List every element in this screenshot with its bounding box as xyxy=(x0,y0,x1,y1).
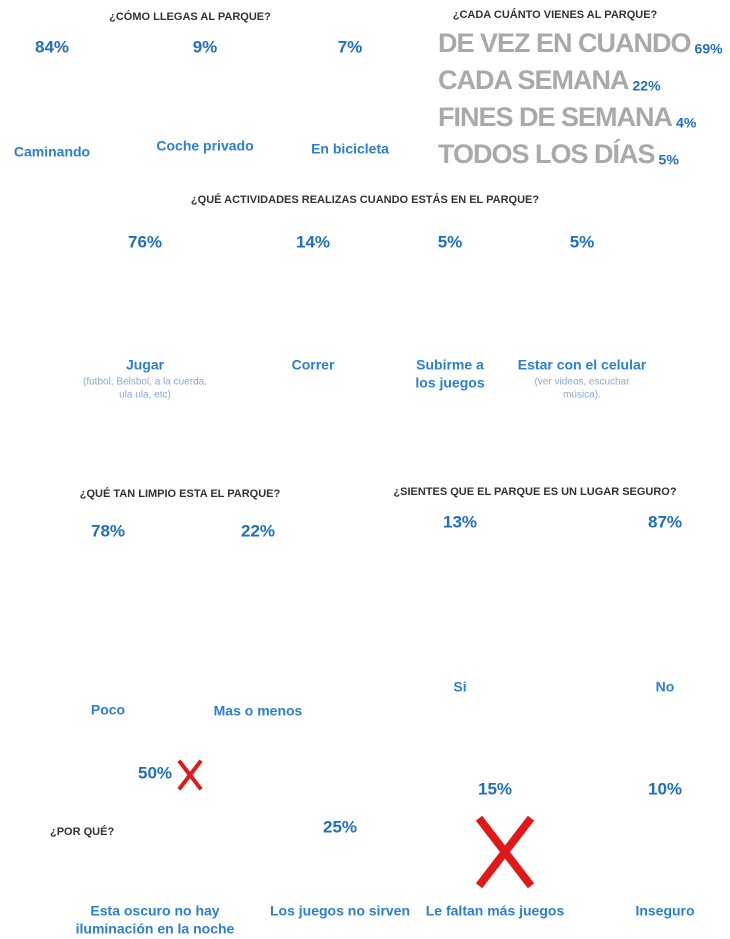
frequency-percent: 5% xyxy=(659,152,680,168)
icon-base xyxy=(30,62,76,132)
icon-base xyxy=(385,258,495,348)
item-note: música). xyxy=(563,390,601,401)
percent: 84% xyxy=(35,37,69,56)
item-label: En bicicleta xyxy=(311,141,389,157)
section-title: ¿SIENTES QUE EL PARQUE ES UN LUGAR SEGUR… xyxy=(393,486,676,498)
percent: 13% xyxy=(443,512,477,531)
section-title: ¿QUÉ ACTIVIDADES REALIZAS CUANDO ESTÁS E… xyxy=(191,193,539,206)
item-label: Caminando xyxy=(14,144,90,160)
item-label: Estar con el celular xyxy=(518,357,647,373)
percent: 5% xyxy=(438,232,463,251)
item-label: Esta oscuro no hay xyxy=(90,903,219,919)
icon-fill xyxy=(35,591,165,685)
icon-fill xyxy=(618,893,718,902)
item-label: los juegos xyxy=(415,375,484,391)
section-title: ¿QUÉ TAN LIMPIO ESTA EL PARQUE? xyxy=(80,487,281,500)
icon-base xyxy=(258,255,368,355)
icon xyxy=(618,812,718,902)
item-label: No xyxy=(656,679,675,695)
item-label: Si xyxy=(453,679,466,695)
icon-fill xyxy=(258,341,368,355)
percent: 25% xyxy=(323,817,357,836)
frequency-percent: 69% xyxy=(695,41,724,57)
frequency-label: FINES DE SEMANA xyxy=(438,102,673,132)
frequency-percent: 22% xyxy=(633,78,662,94)
icon xyxy=(375,540,545,660)
percent: 7% xyxy=(338,37,363,56)
icon-base xyxy=(62,255,222,355)
percent: 5% xyxy=(570,232,595,251)
item-label: Poco xyxy=(91,702,125,718)
icon-fill xyxy=(375,644,545,660)
icon xyxy=(548,268,616,348)
percent: 87% xyxy=(648,512,682,531)
frequency-label: CADA SEMANA xyxy=(438,65,629,95)
percent: 76% xyxy=(128,232,162,251)
icon xyxy=(118,62,288,132)
percent: 22% xyxy=(241,521,275,540)
icon-base xyxy=(618,812,718,902)
icon-fill xyxy=(30,73,76,132)
item-label: Le faltan más juegos xyxy=(426,903,565,919)
icon-fill xyxy=(385,344,495,349)
icon-base xyxy=(548,268,616,348)
icon-base xyxy=(35,565,165,685)
red-x xyxy=(479,818,531,886)
icon-fill xyxy=(603,567,723,658)
icon xyxy=(603,553,723,658)
item-label: Los juegos no sirven xyxy=(270,903,410,919)
icon-base xyxy=(318,64,384,134)
icon-fill xyxy=(206,663,310,693)
item-label: Inseguro xyxy=(635,903,694,919)
percent: 50% xyxy=(138,763,172,782)
icon xyxy=(206,558,310,693)
icon xyxy=(385,258,495,348)
red-x xyxy=(179,761,201,790)
icon-fill xyxy=(118,126,288,132)
item-label: Subirme a xyxy=(416,357,484,373)
icon-fill xyxy=(318,129,384,134)
item-label: Coche privado xyxy=(156,138,253,154)
item-label: Jugar xyxy=(126,357,165,373)
icon xyxy=(318,64,384,134)
section-title: ¿CÓMO LLEGAS AL PARQUE? xyxy=(109,10,271,23)
icon-base xyxy=(603,553,723,658)
item-note: (futbol, Belsbol, a la cuerda, xyxy=(83,377,207,388)
percent: 15% xyxy=(478,779,512,798)
item-label: iluminación en la noche xyxy=(76,921,235,937)
icon xyxy=(62,255,222,355)
icon-base xyxy=(278,845,398,910)
icon-base xyxy=(206,558,310,693)
percent: 78% xyxy=(91,521,125,540)
percent: 9% xyxy=(193,37,218,56)
icon-fill xyxy=(165,820,225,895)
item-label: Correr xyxy=(292,357,335,373)
percent: 10% xyxy=(648,779,682,798)
section-title: ¿POR QUÉ? xyxy=(50,825,114,838)
percent: 14% xyxy=(296,232,330,251)
frequency-label: DE VEZ EN CUANDO xyxy=(438,28,691,58)
frequency-label: TODOS LOS DÍAS xyxy=(438,138,655,169)
item-note: ula ula, etc) xyxy=(119,390,171,401)
icon-fill xyxy=(548,344,616,348)
icon-base xyxy=(375,540,545,660)
icon-base xyxy=(118,62,288,132)
infographic: ¿CÓMO LLEGAS AL PARQUE? 84% Caminando 9% Coc… xyxy=(0,0,730,939)
icon xyxy=(278,845,398,910)
frequency-percent: 4% xyxy=(676,115,697,131)
icon xyxy=(30,62,76,132)
item-note: (ver videos, escuchar xyxy=(534,377,630,388)
icon xyxy=(258,255,368,355)
item-label: Mas o menos xyxy=(214,703,303,719)
section-title: ¿CADA CUÁNTO VIENES AL PARQUE? xyxy=(453,8,658,21)
icon-fill xyxy=(62,279,222,355)
icon xyxy=(35,565,165,685)
